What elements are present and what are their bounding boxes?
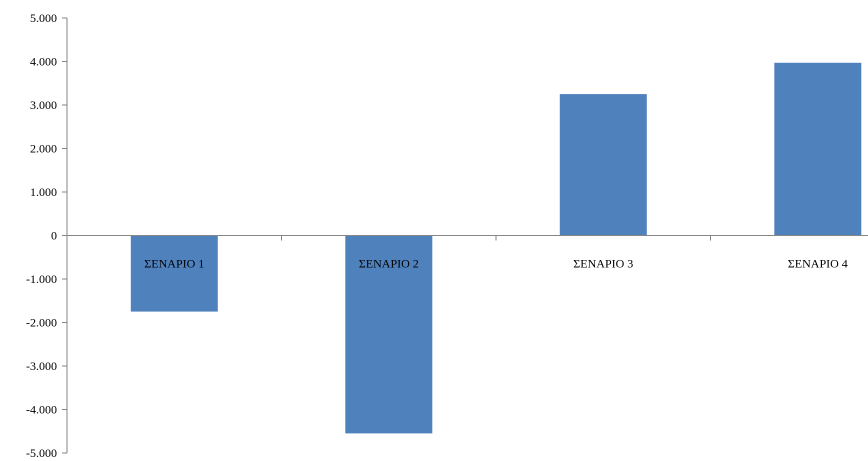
bar-2 <box>345 235 433 434</box>
y-tick-label: 3.000 <box>30 98 57 112</box>
category-label: ΣΕΝΑΡΙΟ 1 <box>144 257 204 271</box>
y-tick-label: -5.000 <box>26 446 57 460</box>
bar-3 <box>559 94 647 236</box>
category-label: ΣΕΝΑΡΙΟ 2 <box>359 257 419 271</box>
y-tick-label: -2.000 <box>26 316 57 330</box>
y-tick-group <box>62 17 67 454</box>
y-tick-label: 5.000 <box>30 11 57 25</box>
y-tick-label: 4.000 <box>30 55 57 69</box>
y-tick-label: 2.000 <box>30 142 57 156</box>
y-tick-label: -1.000 <box>26 272 57 286</box>
category-label: ΣΕΝΑΡΙΟ 4 <box>788 257 848 271</box>
category-label: ΣΕΝΑΡΙΟ 3 <box>573 257 633 271</box>
bars-group <box>130 62 862 434</box>
bar-4 <box>774 62 862 236</box>
y-tick-label: -4.000 <box>26 403 57 417</box>
y-tick-label-group: 5.000 4.000 3.000 2.000 1.000 0 -1.000 -2.000 -3… <box>26 11 57 460</box>
category-label-group: ΣΕΝΑΡΙΟ 1 ΣΕΝΑΡΙΟ 2 ΣΕΝΑΡΙΟ 3 ΣΕΝΑΡΙΟ 4 <box>144 257 847 271</box>
y-tick-label: 0 <box>51 229 57 243</box>
y-tick-label: -3.000 <box>26 359 57 373</box>
bar-1 <box>130 235 218 312</box>
x-tick-group <box>281 235 711 241</box>
y-tick-label: 1.000 <box>30 185 57 199</box>
